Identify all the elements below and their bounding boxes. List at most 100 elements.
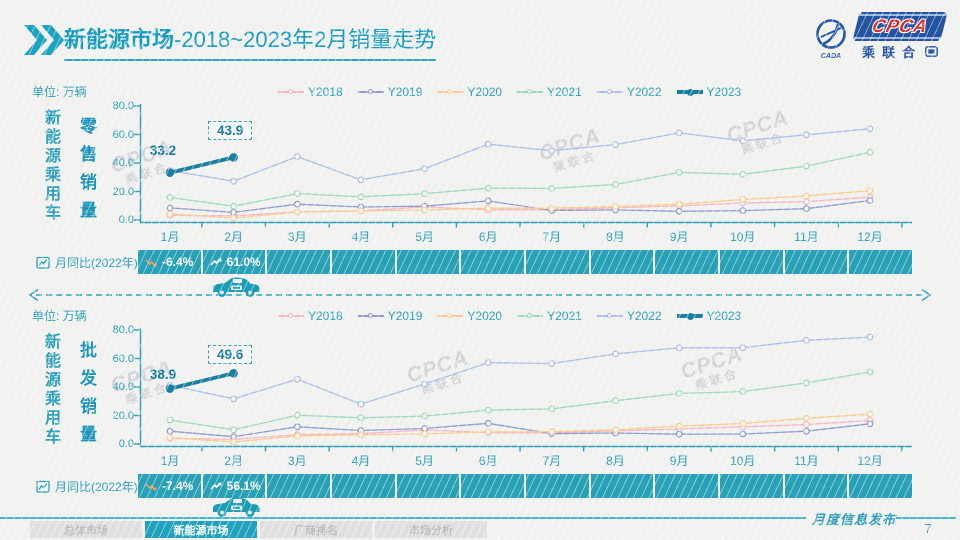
data-point-y2021 (484, 184, 492, 192)
feb-value-callout: 43.9 (208, 121, 253, 140)
yoy-cell-1: -6.4% (138, 250, 201, 274)
data-point-y2022 (675, 344, 683, 352)
yoy-cell-12 (849, 474, 913, 498)
data-point-y2020 (484, 428, 492, 436)
data-point-y2020 (803, 192, 810, 200)
legend-swatch-icon (596, 312, 623, 321)
data-point-y2018 (803, 198, 810, 205)
line-chart-wholesale (134, 328, 912, 452)
x-tick-label: 10月 (730, 230, 756, 244)
y-tick-label: 20.0 (112, 409, 134, 422)
measure-label: 零售销量 (77, 117, 96, 229)
data-point-y2021 (548, 184, 556, 192)
footer-tab-新能源市场[interactable]: 新能源市场 (145, 521, 257, 538)
page-title-bold: 新能源市场 (64, 27, 175, 52)
svg-text:CADA: CADA (821, 53, 841, 60)
data-point-y2019 (293, 423, 301, 431)
data-point-y2022 (548, 147, 556, 155)
page-title-rest: -2018~2023年2月销量走势 (174, 27, 437, 52)
y-tick-label: 80.0 (112, 100, 134, 112)
trend-down-icon (145, 482, 157, 491)
data-point-y2022 (230, 177, 238, 185)
footer-tabs: 总体市场 新能源市场 厂商排名 市场分析 (30, 521, 487, 538)
yoy-cell-9 (655, 250, 719, 274)
legend-item-y2021: Y2021 (517, 85, 582, 99)
y-tick-label: 40.0 (112, 381, 134, 393)
y-tick-label: 20.0 (112, 185, 134, 198)
data-point-y2021 (739, 388, 747, 395)
x-tick-label: 5月 (415, 230, 434, 244)
footer-tab-厂商排名[interactable]: 厂商排名 (260, 521, 372, 538)
data-point-y2018 (803, 421, 810, 428)
data-point-y2022 (612, 141, 619, 148)
data-point-y2022 (484, 140, 492, 148)
legend-label: Y2023 (706, 309, 742, 323)
series-line-y2022 (169, 336, 871, 405)
cpca-wordmark: CPCA (870, 16, 931, 36)
data-point-y2019 (803, 205, 810, 213)
legend-item-y2023: Y2023 (676, 309, 742, 323)
yoy-value: 61.0% (226, 255, 261, 269)
footer-rule-right (896, 517, 956, 519)
x-tick-label: 7月 (542, 454, 562, 468)
data-point-y2020 (484, 204, 492, 212)
data-point-y2021 (166, 416, 174, 424)
data-point-y2023 (229, 369, 238, 378)
series-line-y2022 (169, 128, 871, 182)
data-point-y2020 (357, 207, 365, 215)
data-point-y2023 (229, 153, 238, 162)
legend-swatch-icon (357, 312, 384, 321)
release-label: 月度信息发布 (812, 512, 897, 527)
legend-item-y2020: Y2020 (437, 309, 502, 323)
data-point-y2021 (230, 202, 238, 210)
data-point-y2021 (166, 194, 174, 201)
x-tick-label: 2月 (224, 454, 243, 468)
data-point-y2021 (357, 193, 365, 201)
unit-label: 单位: 万辆 (32, 309, 87, 323)
yoy-cell-4 (332, 474, 395, 498)
legend-label: Y2023 (706, 85, 742, 99)
x-tick-label: 9月 (669, 230, 689, 244)
legend-swatch-icon (278, 88, 304, 97)
series-line-y2021 (169, 151, 871, 207)
footer-tab-市场分析[interactable]: 市场分析 (375, 521, 487, 538)
dashed-separator-arrow (28, 288, 932, 302)
legend-swatch-icon (517, 312, 544, 321)
legend-label: Y2021 (547, 309, 582, 323)
data-point-y2019 (803, 427, 810, 435)
legend-swatch-icon (676, 88, 703, 97)
trend-chart-icon (36, 256, 50, 269)
data-point-y2021 (421, 190, 429, 197)
data-point-y2021 (357, 414, 365, 422)
data-point-y2022 (866, 125, 874, 133)
footer-tab-总体市场[interactable]: 总体市场 (30, 521, 142, 538)
x-tick-label: 6月 (478, 454, 498, 468)
data-point-y2020 (739, 420, 747, 427)
cpca-cn-name: 乘联合 (861, 45, 922, 60)
trend-up-icon (210, 257, 222, 266)
yoy-cell-6 (461, 250, 525, 274)
yoy-cell-10 (720, 250, 783, 274)
yoy-cell-5 (396, 474, 460, 498)
data-point-y2022 (484, 359, 492, 366)
data-point-y2022 (230, 395, 238, 403)
data-point-y2021 (866, 148, 874, 156)
data-point-y2022 (293, 153, 301, 160)
data-point-y2022 (421, 165, 429, 173)
data-point-y2020 (548, 204, 556, 212)
data-point-y2020 (612, 203, 619, 210)
data-point-y2020 (866, 187, 874, 194)
data-point-y2019 (739, 430, 747, 438)
data-point-y2021 (548, 405, 556, 413)
x-tick-label: 11月 (794, 230, 819, 244)
x-tick-label: 4月 (351, 230, 371, 244)
y-tick-label: 80.0 (112, 324, 134, 336)
legend-swatch-icon (357, 88, 384, 97)
yoy-cell-3 (267, 474, 331, 498)
data-point-y2021 (739, 170, 747, 178)
legend-item-y2018: Y2018 (278, 85, 343, 99)
data-point-y2021 (421, 412, 429, 420)
legend-label: Y2021 (547, 85, 582, 99)
data-point-y2021 (612, 397, 619, 405)
